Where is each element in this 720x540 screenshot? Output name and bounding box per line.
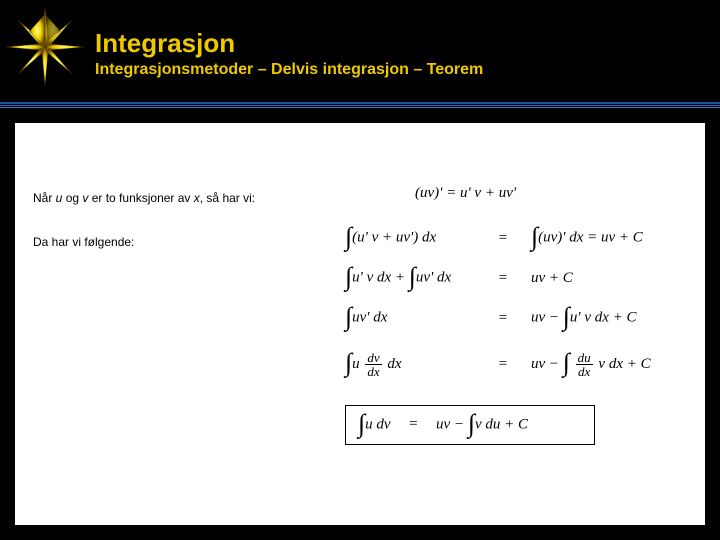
rhs-b: u' v dx + C (570, 310, 637, 326)
num: dv (367, 350, 379, 365)
header: Integrasjon Integrasjonsmetoder – Delvis… (0, 0, 720, 110)
formula-product-rule: (uv)' = u' v + uv' (415, 185, 516, 202)
lhs-a: u' v dx + (352, 270, 405, 286)
t: er to funksjoner av (88, 191, 193, 205)
slide-subtitle: Integrasjonsmetoder – Delvis integrasjon… (95, 61, 720, 79)
frac-dv-dx: dv dx (365, 351, 381, 378)
header-rule (0, 102, 720, 108)
frac-du-dx: du dx (576, 351, 593, 378)
rhs-a: uv − (531, 310, 559, 326)
slide: Integrasjon Integrasjonsmetoder – Delvis… (0, 0, 720, 540)
den: dx (578, 364, 590, 379)
rhs-b: v du + C (475, 416, 528, 432)
formula-step-3: ∫uv' dx = uv − ∫u' v dx + C (345, 309, 637, 327)
formula-step-4: ∫u dv dx dx = uv − ∫ du dx v dx + C (345, 351, 651, 378)
lhs: u dv (365, 416, 390, 432)
followup-text: Da har vi følgende: (33, 235, 134, 249)
formula-result-box: ∫u dv = uv − ∫v du + C (345, 405, 595, 445)
u: u (352, 356, 360, 372)
lhs: (u' v + uv') dx (352, 230, 436, 246)
eq: (uv)' = u' v + uv' (415, 185, 516, 201)
rhs-a: uv − (531, 356, 559, 372)
t: og (62, 191, 82, 205)
intro-text: Når u og v er to funksjoner av x, så har… (33, 191, 255, 205)
lhs: uv' dx (352, 310, 387, 326)
content-box: Når u og v er to funksjoner av x, så har… (14, 122, 706, 526)
rhs: uv + C (531, 270, 573, 286)
formula-step-1: ∫(u' v + uv') dx = ∫(uv)' dx = uv + C (345, 229, 643, 247)
t: , så har vi: (200, 191, 255, 205)
dx: dx (387, 356, 401, 372)
rhs-b: v dx + C (598, 356, 650, 372)
star-icon (6, 8, 84, 86)
num: du (578, 350, 591, 365)
rhs-a: uv − (436, 416, 464, 432)
rhs: (uv)' dx = uv + C (538, 230, 643, 246)
slide-title: Integrasjon (95, 28, 720, 59)
t: Når (33, 191, 56, 205)
lhs-b: uv' dx (416, 270, 451, 286)
formula-step-2: ∫u' v dx + ∫uv' dx = uv + C (345, 269, 573, 287)
den: dx (367, 364, 379, 379)
